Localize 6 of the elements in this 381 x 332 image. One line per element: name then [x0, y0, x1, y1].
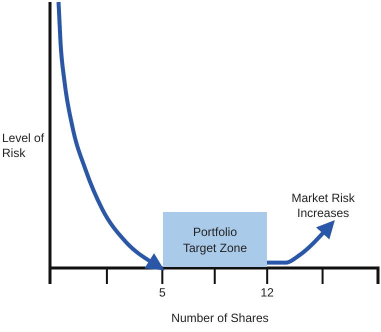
- annotation: Market Risk Increases: [291, 190, 356, 220]
- y-axis-title: Level of Risk: [2, 131, 45, 160]
- x-tick-label: 12: [260, 286, 274, 300]
- annotation: Portfolio Target Zone: [182, 225, 248, 255]
- x-axis-title: Number of Shares: [171, 311, 269, 325]
- x-tick-label: 5: [158, 286, 166, 300]
